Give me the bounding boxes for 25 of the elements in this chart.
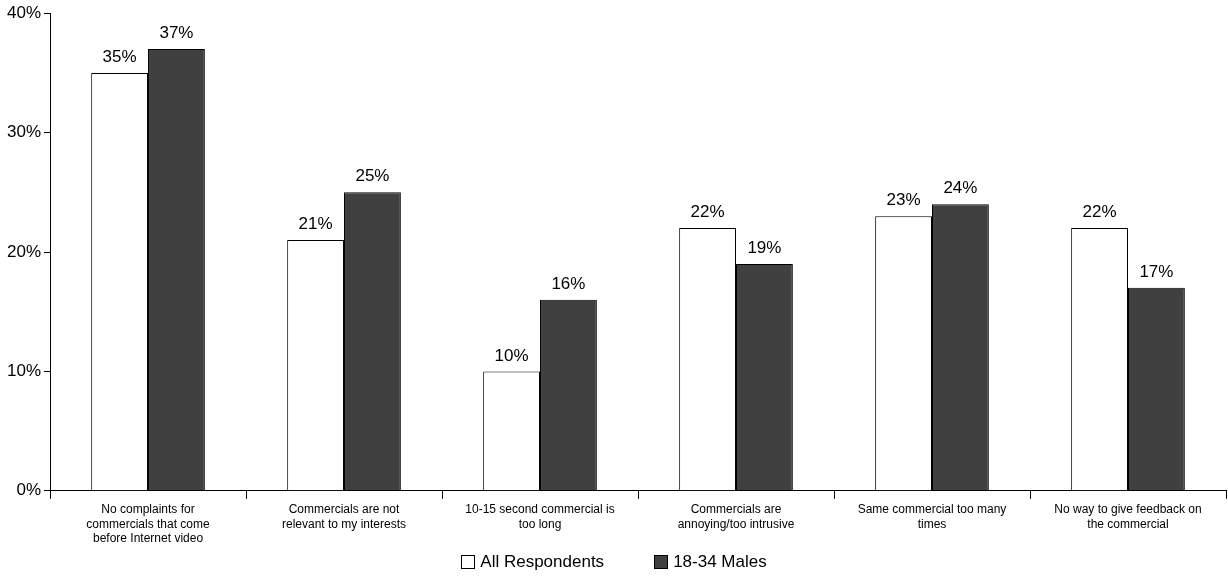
data-label: 22% [690,202,725,222]
data-label: 23% [886,190,921,210]
data-label: 10% [494,345,529,365]
y-tick-label: 30% [6,122,42,142]
data-label: 17% [1139,262,1174,282]
x-tick-label: 10-15 second commercial is too long [465,502,615,531]
y-tick-label: 20% [6,241,42,261]
legend-label: All Respondents [480,552,605,572]
data-label: 25% [355,166,390,186]
y-tick-label: 40% [6,2,42,22]
data-label: 37% [159,23,194,43]
data-label: 19% [747,238,782,258]
x-tick-label: Commercials are not relevant to my interests [281,502,407,531]
x-tick-label: No way to give feedback on the commercial [1054,502,1202,531]
data-label: 22% [1082,202,1117,222]
x-tick-label: No complaints for commercials that come before Internet video [86,502,211,546]
x-tick-label: Commercials are annoying/too intrusive [677,502,795,531]
y-tick-label: 0% [16,480,42,500]
data-label: 35% [102,47,137,67]
data-label: 24% [943,178,978,198]
data-label: 21% [298,214,333,234]
x-tick-label: Same commercial too many times [857,502,1007,531]
data-label: 16% [551,273,586,293]
y-tick-label: 10% [6,361,42,381]
legend-label: 18-34 Males [673,552,767,572]
